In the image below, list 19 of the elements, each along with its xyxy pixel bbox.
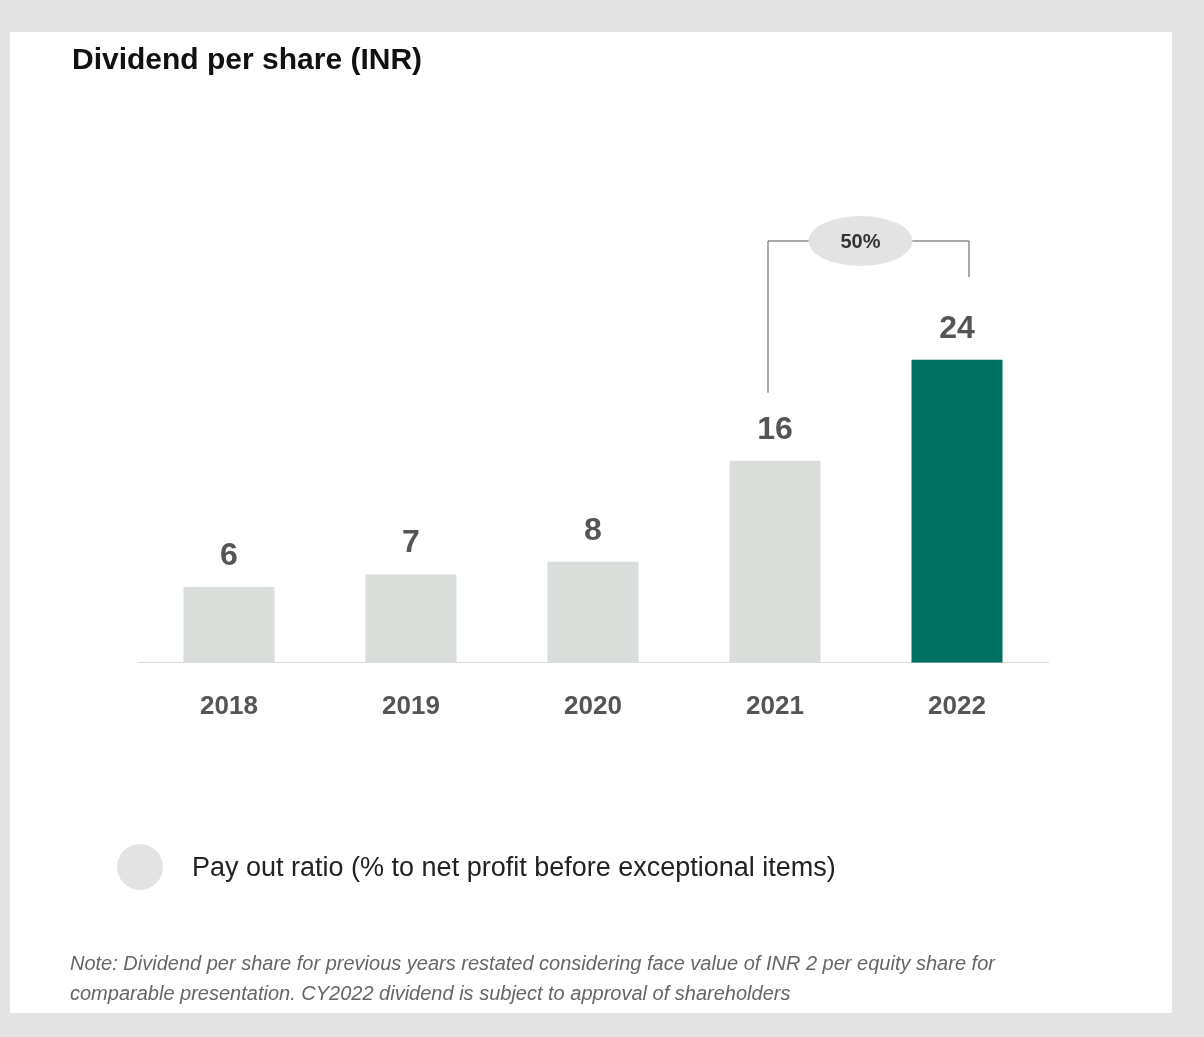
data-label: 7 [402, 523, 420, 560]
x-tick-label: 2020 [564, 689, 622, 720]
bar [183, 587, 275, 663]
data-label: 16 [757, 409, 793, 446]
data-label: 6 [220, 536, 238, 573]
data-label: 8 [584, 510, 602, 547]
bar [729, 460, 821, 663]
x-tick-label: 2022 [928, 689, 986, 720]
bar [911, 359, 1003, 663]
x-tick-label: 2021 [746, 689, 804, 720]
text: 50% [840, 229, 881, 252]
x-tick-label: 2018 [200, 689, 258, 720]
text: Pay out ratio (% to net profit before exceptional items) [192, 851, 836, 883]
bar [365, 574, 457, 663]
bar [547, 561, 639, 663]
data-label: 24 [939, 308, 975, 345]
text: Note: Dividend per share for previous years restated considering face value of INR 2 per equity share for comparable presentation. CY2022 dividend is subject to approval of shareholders [70, 951, 997, 1006]
chart-title: Dividend per share (INR) [72, 42, 423, 76]
x-tick-label: 2019 [382, 689, 440, 720]
